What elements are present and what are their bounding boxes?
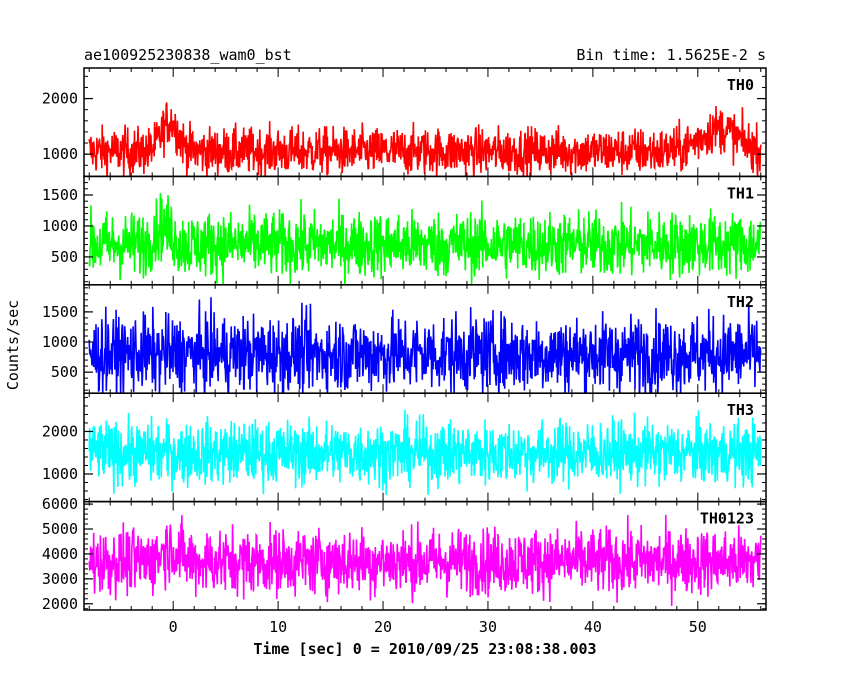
panel-label: TH3 (727, 401, 754, 419)
series-trace-th3 (88, 409, 762, 496)
x-tick-label: 0 (169, 618, 178, 636)
y-tick-label: 500 (51, 363, 78, 381)
panel-label: TH1 (727, 184, 754, 202)
panel-th0: 1000 2000 TH0 (42, 67, 767, 178)
panel-th3: 1000 2000 TH3 (42, 392, 767, 503)
y-tick-label: 500 (51, 248, 78, 266)
panel-th2: 500 1000 1500 TH2 (42, 284, 767, 394)
y-tick-label: 1000 (42, 145, 78, 163)
x-tick-label: 30 (479, 618, 497, 636)
x-tick-label: 40 (584, 618, 602, 636)
y-tick-label: 2000 (42, 595, 78, 613)
y-tick-label: 2000 (42, 422, 78, 440)
y-tick-label: 4000 (42, 545, 78, 563)
y-tick-label: 1500 (42, 186, 78, 204)
series-trace-th2 (88, 297, 762, 394)
y-tick-label: 1000 (42, 333, 78, 351)
x-tick-label: 10 (269, 618, 287, 636)
chart-title: ae100925230838_wam0_bst (84, 46, 292, 64)
y-tick-label: 1000 (42, 465, 78, 483)
y-tick-label: 1000 (42, 217, 78, 235)
panel-th0123: 2000 3000 4000 5000 6000 TH0123 (42, 495, 767, 613)
series-trace-th0 (88, 102, 762, 177)
panel-label: TH0123 (700, 510, 754, 528)
y-tick-label: 5000 (42, 520, 78, 538)
series-trace-th0123 (88, 514, 762, 606)
y-tick-label: 6000 (42, 495, 78, 513)
panel-label: TH0 (727, 76, 754, 94)
y-tick-label: 1500 (42, 303, 78, 321)
chart-subtitle: Bin time: 1.5625E-2 s (576, 46, 766, 64)
y-tick-label: 2000 (42, 90, 78, 108)
panel-th1: 500 1000 1500 TH1 (42, 175, 767, 286)
y-tick-label: 3000 (42, 570, 78, 588)
y-axis-label: Counts/sec (4, 300, 22, 390)
panel-label: TH2 (727, 293, 754, 311)
series-trace-th1 (88, 193, 762, 285)
x-tick-label: 20 (374, 618, 392, 636)
x-tick-label: 50 (689, 618, 707, 636)
x-axis-label: Time [sec] 0 = 2010/09/25 23:08:38.003 (253, 640, 596, 658)
